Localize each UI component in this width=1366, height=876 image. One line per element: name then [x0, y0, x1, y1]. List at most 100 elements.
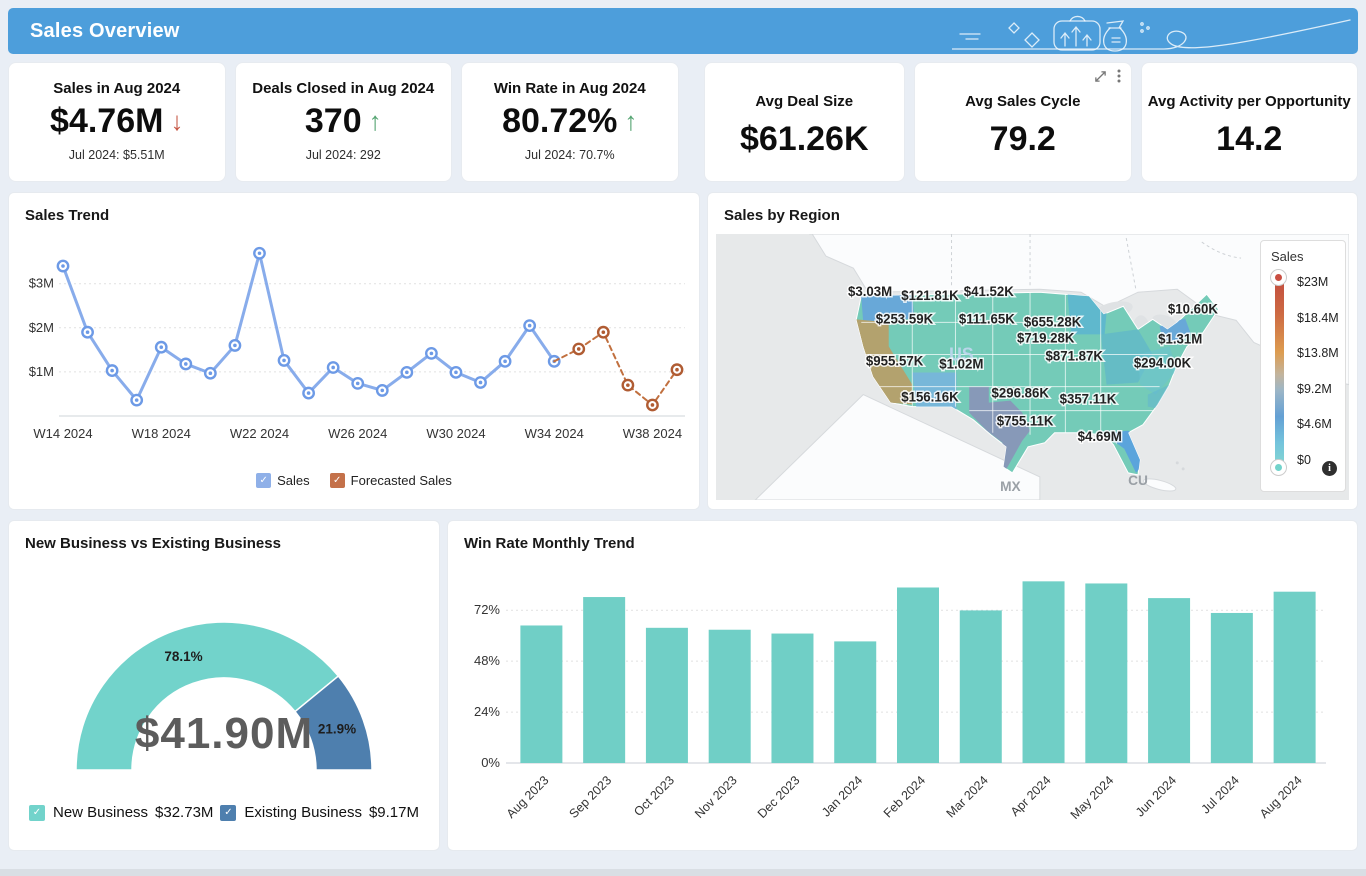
- legend-item[interactable]: ✓ Existing Business: [220, 804, 362, 821]
- legend-item[interactable]: ✓ Sales: [256, 472, 310, 488]
- legend-checkbox[interactable]: ✓: [29, 804, 45, 821]
- map-region-label: $1.31M: [1158, 331, 1202, 346]
- series-line: [553, 331, 678, 406]
- kpi-compare: Jul 2024: 292: [305, 148, 381, 162]
- header-bar: Sales Overview: [8, 8, 1358, 54]
- svg-text:72%: 72%: [474, 602, 500, 617]
- map-legend-gradient: [1275, 276, 1284, 466]
- map-region-label: $755.11K: [997, 414, 1054, 429]
- info-icon[interactable]: i: [1322, 461, 1337, 476]
- bar[interactable]: [1148, 598, 1191, 763]
- legend-checkbox[interactable]: ✓: [220, 804, 237, 821]
- kpi-card[interactable]: Avg Sales Cycle 79.2: [914, 62, 1132, 182]
- bar[interactable]: [1210, 612, 1253, 763]
- x-axis-label: Mar 2024: [944, 773, 991, 820]
- kpi-value: 14.2: [1216, 120, 1283, 158]
- cuba-landmass: [1142, 478, 1177, 492]
- trend-down-icon: ↓: [170, 106, 184, 136]
- svg-text:0%: 0%: [481, 755, 500, 770]
- state-borders: [856, 292, 1168, 435]
- map-legend-tick: $13.8M: [1297, 346, 1339, 360]
- gauge-total: $41.90M: [135, 709, 313, 758]
- kpi-card[interactable]: Win Rate in Aug 2024 80.72% ↑ Jul 2024: 70.…: [461, 62, 679, 182]
- x-axis-label: Nov 2023: [692, 773, 740, 821]
- legend-checkbox[interactable]: ✓: [329, 472, 345, 488]
- state-texas[interactable]: [969, 386, 1031, 469]
- sales-trend-legend: ✓ Sales ✓ Forecasted Sales: [9, 467, 699, 493]
- kpi-title: Avg Deal Size: [755, 93, 854, 110]
- legend-label: Forecasted Sales: [350, 472, 452, 488]
- svg-text:48%: 48%: [474, 653, 500, 668]
- trend-up-icon: ↑: [624, 106, 638, 136]
- bar[interactable]: [771, 633, 814, 763]
- state-arizona[interactable]: [912, 372, 957, 411]
- legend-max-dot: [1270, 269, 1287, 286]
- map-legend-tick: $18.4M: [1297, 310, 1339, 325]
- gauge-slice-label: 21.9%: [318, 722, 356, 737]
- map-legend-tick: $0: [1297, 452, 1311, 467]
- panel-sales-trend: Sales Trend $1M $2M $3M W14 2024 W18 2024 W22…: [8, 192, 700, 510]
- panel-win-rate: Win Rate Monthly Trend 0% 24% 48% 72% Aug 20…: [447, 520, 1358, 851]
- gauge-legend: ✓ New Business $32.73M ✓ Existing Business $9…: [9, 804, 439, 821]
- map-country-label: US: [949, 344, 974, 364]
- x-axis-label: Aug 2024: [1257, 773, 1305, 821]
- state-washington[interactable]: [861, 294, 915, 323]
- us-map[interactable]: MX CU US $3.03M $121.81K $41.52K $253.59K $111.…: [716, 234, 1349, 500]
- panel-title: New Business vs Existing Business: [25, 535, 281, 552]
- mexico-landmass: [754, 394, 1041, 500]
- map-region-label: $10.60K: [1168, 301, 1218, 316]
- panel-sales-by-region: Sales by Region: [707, 192, 1358, 510]
- trend-up-icon: ↑: [368, 106, 382, 136]
- bar[interactable]: [583, 597, 626, 763]
- bar[interactable]: [897, 587, 939, 763]
- bottom-strip: [0, 869, 1366, 876]
- sales-trend-chart[interactable]: $1M $2M $3M W14 2024 W18 2024 W22 2024 W26 202…: [17, 230, 693, 462]
- bar[interactable]: [834, 641, 877, 763]
- x-axis-label: Feb 2024: [881, 773, 928, 820]
- map-legend-tick: $4.6M: [1297, 417, 1332, 431]
- kpi-row: Sales in Aug 2024 $4.76M ↓ Jul 2024: $5.51M…: [8, 62, 1358, 182]
- legend-checkbox[interactable]: ✓: [256, 472, 272, 488]
- x-axis-label: Dec 2023: [755, 773, 803, 821]
- region-map[interactable]: MX CU US $3.03M $121.81K $41.52K $253.59K $111.…: [716, 234, 1349, 500]
- kpi-card[interactable]: Avg Activity per Opportunity 14.2: [1140, 62, 1358, 182]
- map-region-label: $655.28K: [1024, 314, 1082, 329]
- x-axis-label: Aug 2023: [504, 773, 552, 821]
- bar[interactable]: [1022, 581, 1065, 763]
- svg-text:W30 2024: W30 2024: [426, 426, 485, 441]
- kpi-value: $4.76M ↓: [50, 102, 184, 140]
- gauge-slice[interactable]: [75, 621, 340, 771]
- kpi-card[interactable]: Sales in Aug 2024 $4.76M ↓ Jul 2024: $5.51M: [8, 62, 226, 182]
- svg-text:W22 2024: W22 2024: [230, 426, 289, 441]
- legend-item[interactable]: ✓ Forecasted Sales: [329, 472, 452, 488]
- bar[interactable]: [520, 625, 563, 763]
- map-region-label: $41.52K: [964, 284, 1014, 299]
- bar[interactable]: [645, 627, 688, 763]
- map-region-label: $253.59K: [876, 311, 934, 326]
- bar[interactable]: [1273, 591, 1316, 763]
- gauge-slice[interactable]: [294, 674, 373, 771]
- bar[interactable]: [959, 610, 1002, 763]
- state-appalachia[interactable]: [1138, 346, 1178, 395]
- state-california[interactable]: [856, 319, 913, 405]
- map-region-label: $156.16K: [901, 389, 959, 404]
- kpi-compare: Jul 2024: $5.51M: [68, 148, 165, 162]
- map-region-label: $871.87K: [1045, 348, 1103, 363]
- legend-item[interactable]: ✓ New Business: [29, 804, 148, 821]
- map-region-label: $294.00K: [1134, 355, 1192, 370]
- kpi-value: $61.26K: [739, 120, 869, 158]
- win-rate-chart[interactable]: 0% 24% 48% 72% Aug 2023 Sep 2023 Oct 2023 Nov 2…: [458, 558, 1338, 830]
- kpi-title: Avg Sales Cycle: [965, 93, 1081, 110]
- map-region-label: $3.03M: [848, 284, 892, 299]
- svg-text:W34 2024: W34 2024: [525, 426, 584, 441]
- expand-icon[interactable]: [1094, 70, 1107, 83]
- bar[interactable]: [708, 629, 751, 763]
- kpi-card[interactable]: Deals Closed in Aug 2024 370 ↑ Jul 2024: 29…: [234, 62, 452, 182]
- kpi-compare: Jul 2024: 70.7%: [524, 148, 615, 162]
- kpi-card[interactable]: Avg Deal Size $61.26K: [703, 62, 905, 182]
- map-region-label: $1.02M: [939, 356, 983, 371]
- bar[interactable]: [1085, 583, 1128, 763]
- more-options-icon[interactable]: [1117, 69, 1121, 83]
- gauge-chart[interactable]: 78.1% 21.9% $41.90M: [19, 572, 429, 784]
